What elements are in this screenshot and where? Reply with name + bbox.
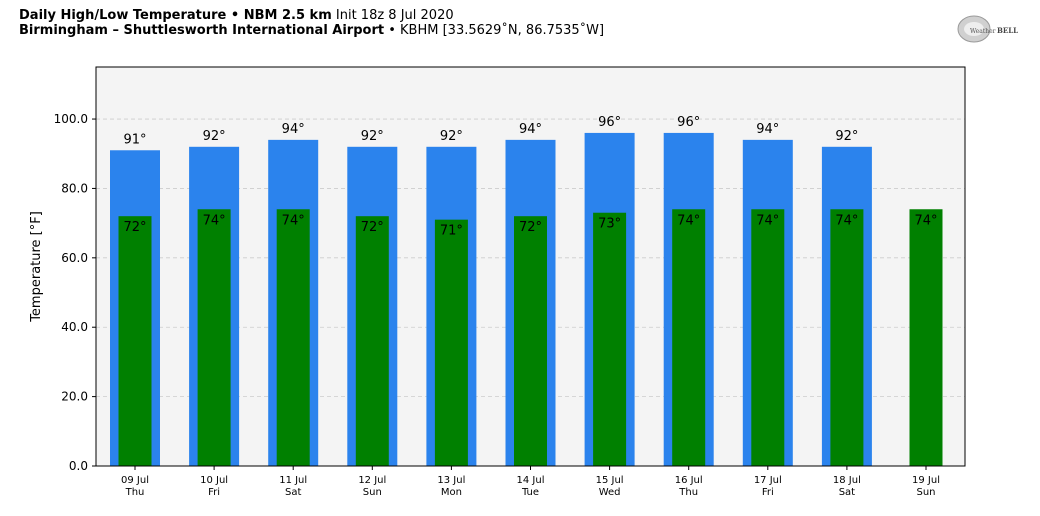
- low-temp-bar: [434, 219, 468, 466]
- low-temp-bars: [118, 209, 943, 466]
- low-temp-label: 72°: [361, 220, 384, 235]
- low-temp-bar: [118, 216, 152, 466]
- x-tick-day: Thu: [125, 487, 145, 498]
- low-temp-label: 74°: [756, 213, 779, 228]
- x-tick-date: 15 Jul: [596, 475, 624, 486]
- y-tick-label: 20.0: [61, 390, 88, 404]
- high-temp-label: 91°: [123, 132, 146, 147]
- low-temp-bar: [751, 209, 785, 466]
- chart-title-block: Daily High/Low Temperature • NBM 2.5 km …: [19, 8, 604, 38]
- x-tick-day: Fri: [762, 487, 774, 498]
- low-temp-bar: [355, 216, 389, 466]
- low-temp-bar: [593, 212, 627, 466]
- x-tick-date: 18 Jul: [833, 475, 861, 486]
- y-axis-ticks: 0.0 20.0 40.0 60.0 80.0 100.0: [54, 112, 96, 473]
- logo-text-right: BELL: [997, 26, 1018, 35]
- weatherbell-logo: Weather BELL: [956, 12, 1020, 46]
- y-tick-label: 80.0: [61, 181, 88, 195]
- high-temp-label: 94°: [282, 122, 305, 137]
- low-temp-label: 74°: [203, 213, 226, 228]
- x-tick-date: 12 Jul: [358, 475, 386, 486]
- weatherbell-logo-icon: Weather BELL: [957, 15, 1018, 43]
- x-tick-day: Wed: [599, 487, 621, 498]
- y-tick-label: 100.0: [54, 112, 88, 126]
- chart-init-time: Init 18z 8 Jul 2020: [335, 8, 454, 23]
- high-temp-label: 92°: [203, 129, 226, 144]
- high-temp-label: 94°: [756, 122, 779, 137]
- chart-title-main: Daily High/Low Temperature • NBM 2.5 km: [19, 8, 332, 23]
- high-temp-label: 96°: [677, 115, 700, 130]
- location-station: • KBHM [33.5629˚N, 86.7535˚W]: [388, 23, 605, 38]
- low-temp-label: 73°: [598, 217, 621, 232]
- x-tick-date: 11 Jul: [279, 475, 307, 486]
- x-tick-date: 10 Jul: [200, 475, 228, 486]
- y-axis-label: Temperature [°F]: [29, 211, 44, 323]
- low-temp-bar: [276, 209, 310, 466]
- low-temp-bar: [830, 209, 864, 466]
- low-temp-label: 72°: [519, 220, 542, 235]
- chart-location: Birmingham – Shuttlesworth International…: [19, 23, 604, 38]
- high-temp-label: 94°: [519, 122, 542, 137]
- location-name: Birmingham – Shuttlesworth International…: [19, 23, 385, 38]
- low-temp-bar: [909, 209, 943, 466]
- low-temp-label: 72°: [123, 220, 146, 235]
- low-temp-label: 74°: [914, 213, 937, 228]
- x-tick-date: 19 Jul: [912, 475, 940, 486]
- chart-title: Daily High/Low Temperature • NBM 2.5 km …: [19, 8, 604, 23]
- low-temp-bar: [197, 209, 231, 466]
- x-tick-day: Fri: [208, 487, 220, 498]
- x-tick-day: Tue: [521, 487, 539, 498]
- x-tick-date: 13 Jul: [437, 475, 465, 486]
- x-tick-date: 14 Jul: [517, 475, 545, 486]
- high-temp-labels: 91° 92° 94° 92° 92° 94° 96° 96° 94° 92°: [123, 115, 858, 147]
- low-temp-label: 74°: [282, 213, 305, 228]
- low-temp-label: 71°: [440, 224, 463, 239]
- low-temp-bar: [514, 216, 547, 466]
- x-tick-day: Thu: [678, 487, 698, 498]
- low-temp-label: 74°: [835, 213, 858, 228]
- x-tick-date: 16 Jul: [675, 475, 703, 486]
- x-tick-day: Sun: [916, 487, 935, 498]
- low-temp-labels: 72° 74° 74° 72° 71° 72° 73° 74° 74° 74° 74°: [123, 213, 937, 238]
- low-temp-bar: [672, 209, 706, 466]
- high-temp-label: 96°: [598, 115, 621, 130]
- logo-text-left: Weather: [970, 28, 996, 35]
- high-temp-label: 92°: [361, 129, 384, 144]
- x-tick-day: Sat: [285, 487, 301, 498]
- x-tick-day: Sat: [839, 487, 855, 498]
- high-temp-label: 92°: [835, 129, 858, 144]
- y-tick-label: 0.0: [69, 459, 88, 473]
- x-tick-day: Mon: [441, 487, 462, 498]
- y-tick-label: 40.0: [61, 320, 88, 334]
- low-temp-label: 74°: [677, 213, 700, 228]
- x-tick-day: Sun: [363, 487, 382, 498]
- y-tick-label: 60.0: [61, 251, 88, 265]
- x-tick-date: 09 Jul: [121, 475, 149, 486]
- x-tick-date: 17 Jul: [754, 475, 782, 486]
- high-temp-label: 92°: [440, 129, 463, 144]
